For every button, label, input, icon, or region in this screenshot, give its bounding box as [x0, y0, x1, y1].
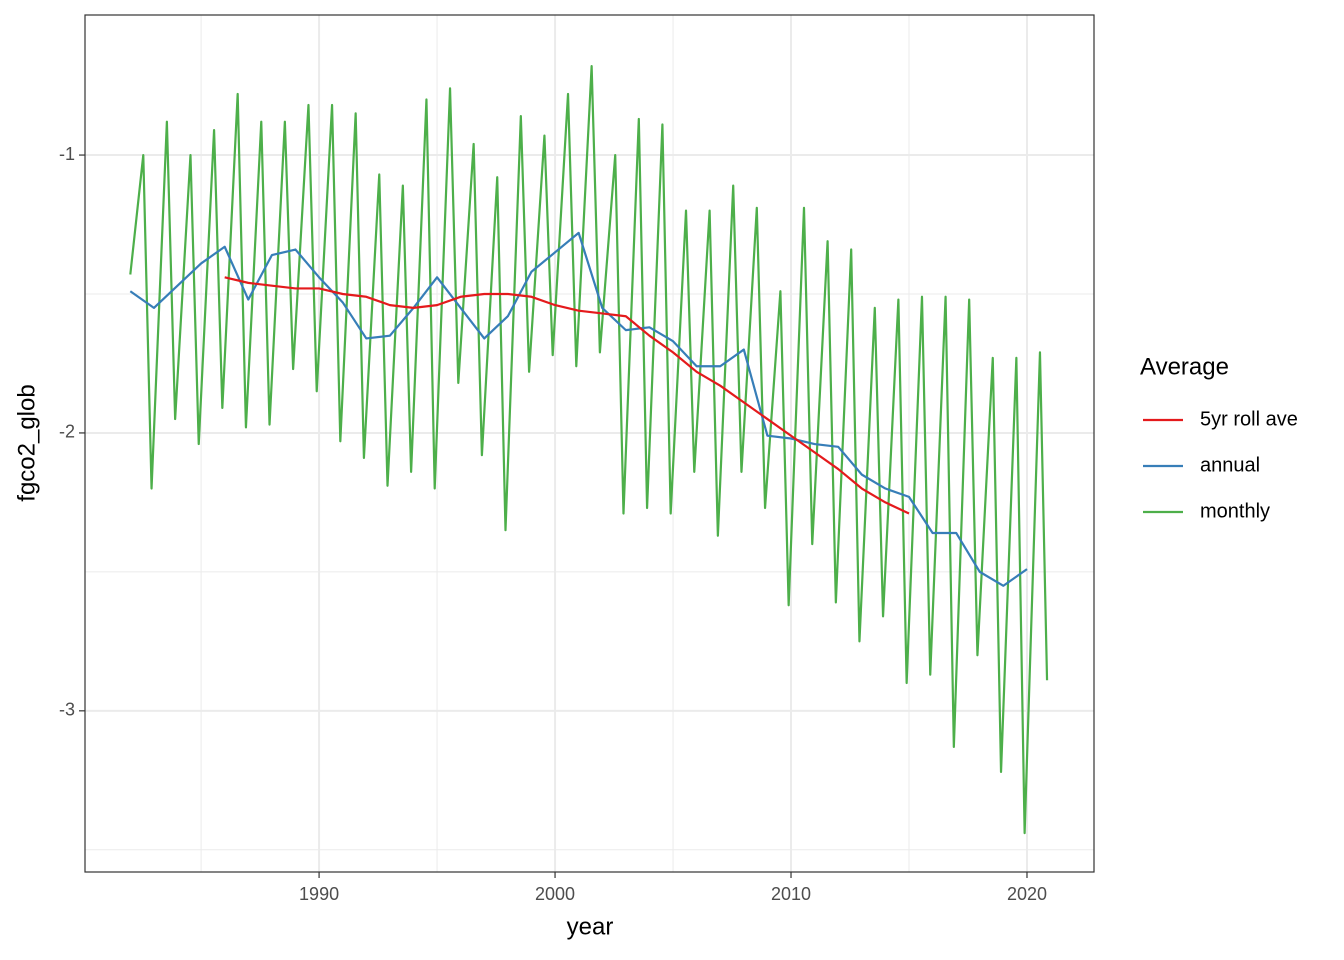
series-line [224, 276, 910, 515]
series-line [129, 231, 1028, 587]
y-axis-title: fgco2_glob [13, 384, 40, 501]
y-tick-label: -2 [59, 422, 75, 442]
plot-border [84, 14, 1095, 873]
x-tick-label: 2020 [1007, 884, 1047, 904]
x-axis-title: year [567, 913, 614, 940]
legend-label: 5yr roll ave [1200, 408, 1298, 430]
series-line [129, 65, 1049, 835]
legend-label: annual [1200, 454, 1260, 476]
x-tick-label: 2000 [535, 884, 575, 904]
legend-label: monthly [1200, 500, 1270, 522]
legend-title: Average [1140, 353, 1229, 380]
y-tick-label: -3 [59, 700, 75, 720]
y-tick-label: -1 [59, 144, 75, 164]
x-tick-label: 1990 [299, 884, 339, 904]
x-tick-label: 2010 [771, 884, 811, 904]
